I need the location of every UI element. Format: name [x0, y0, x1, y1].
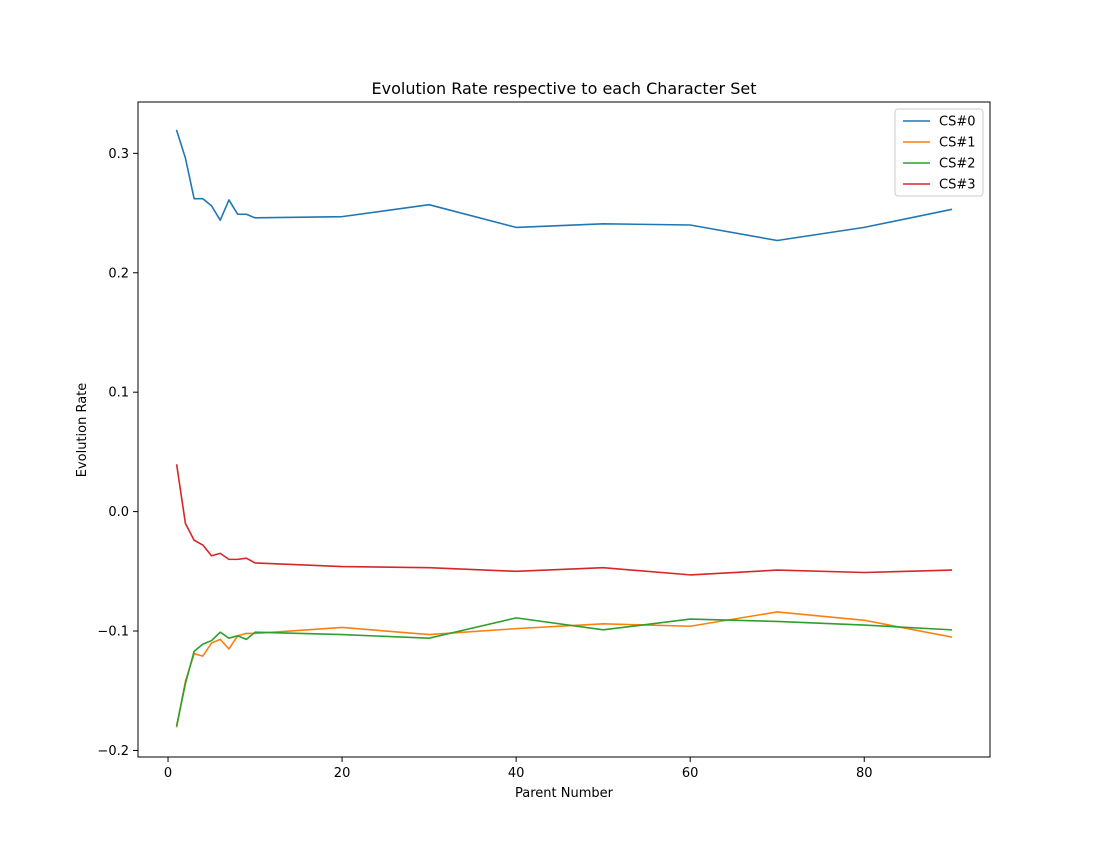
- plot-area: [175, 129, 953, 728]
- axis-ticks: 0 20 40 60 80 −0.2 −0.1 0.0 0.1 0.2 0.3: [97, 147, 872, 781]
- legend-label-cs1: CS#1: [939, 136, 976, 151]
- x-tick-label: 80: [856, 766, 873, 781]
- series-line-cs1: [175, 611, 953, 728]
- chart-title: Evolution Rate respective to each Charac…: [372, 79, 757, 98]
- y-tick-label: 0.3: [108, 147, 129, 162]
- y-tick-label: 0.0: [108, 505, 129, 520]
- y-tick-label: 0.1: [108, 386, 129, 401]
- series-line-cs3: [175, 464, 953, 576]
- legend: CS#0 CS#1 CS#2 CS#3: [894, 108, 984, 197]
- y-axis-title: Evolution Rate: [75, 383, 90, 478]
- x-axis-title: Parent Number: [515, 786, 614, 801]
- series-line-cs2: [175, 617, 953, 727]
- y-tick-label: −0.2: [97, 744, 129, 759]
- y-tick-label: 0.2: [108, 266, 129, 281]
- plot-frame: [137, 101, 991, 758]
- legend-box: [894, 108, 984, 197]
- y-tick-label: −0.1: [97, 625, 129, 640]
- x-tick-label: 20: [334, 766, 351, 781]
- legend-label-cs2: CS#2: [939, 157, 976, 172]
- x-tick-label: 60: [682, 766, 699, 781]
- legend-label-cs3: CS#3: [939, 178, 976, 193]
- series-line-cs0: [175, 129, 953, 242]
- legend-label-cs0: CS#0: [939, 115, 976, 130]
- x-tick-label: 40: [508, 766, 525, 781]
- x-tick-label: 0: [164, 766, 172, 781]
